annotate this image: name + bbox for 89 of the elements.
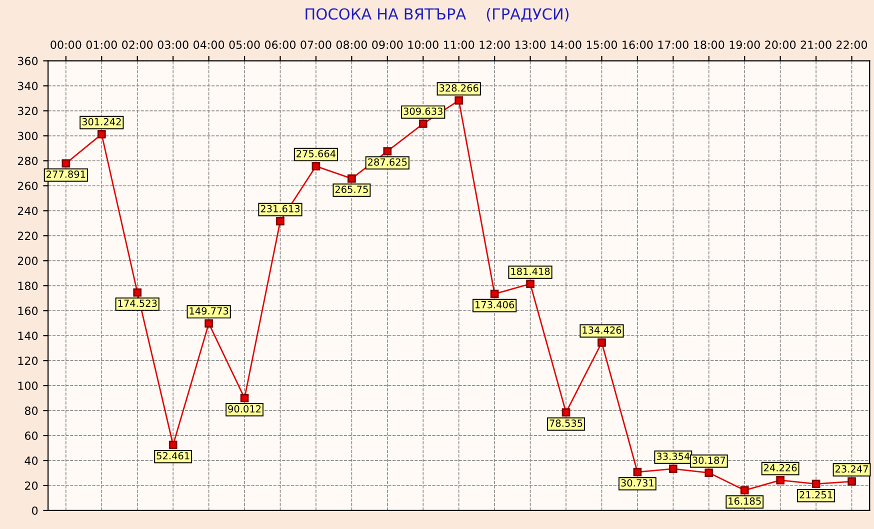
data-label: 33.354 — [656, 452, 690, 460]
point — [240, 394, 249, 402]
y-tick-label: 320 — [18, 106, 38, 116]
point — [526, 280, 534, 288]
y-tick-label: 80 — [24, 406, 38, 415]
x-tick-label: 15:00 — [586, 40, 617, 49]
data-label: 231.613 — [260, 205, 300, 212]
chart-title: ПОСОКА НА ВЯТЪРА (ГРАДУСИ) — [306, 8, 569, 22]
data-label: 301.242 — [82, 118, 121, 126]
point — [704, 468, 714, 477]
x-tick-label: 01:00 — [86, 40, 117, 49]
y-tick-label: 60 — [24, 432, 38, 440]
point — [383, 147, 392, 156]
data-label: 265.75 — [335, 186, 368, 194]
x-tick-label: 03:00 — [158, 40, 188, 49]
point — [669, 464, 678, 473]
x-tick-label: 08:00 — [336, 40, 367, 49]
y-tick-label: 120 — [18, 356, 38, 365]
x-tick-label: 14:00 — [551, 40, 582, 49]
y-tick-label: 340 — [18, 82, 38, 90]
y-tick-label: 140 — [18, 332, 38, 340]
data-label: 287.625 — [368, 158, 407, 166]
data-label: 78.535 — [550, 420, 582, 427]
point — [740, 486, 749, 494]
data-label: 309.633 — [404, 108, 442, 115]
y-tick-label: 20 — [25, 481, 38, 490]
data-label: 277.891 — [46, 170, 86, 178]
point — [633, 468, 642, 476]
x-tick-label: 13:00 — [516, 40, 546, 49]
x-tick-label: 19:00 — [730, 40, 760, 49]
x-tick-label: 17:00 — [658, 40, 688, 49]
data-label: 173.406 — [476, 301, 514, 308]
data-label: 181.418 — [511, 268, 550, 276]
data-label: 30.187 — [692, 456, 726, 464]
y-tick-label: 360 — [18, 56, 38, 66]
point — [562, 408, 570, 417]
x-tick-label: 12:00 — [480, 40, 510, 49]
data-label: 90.012 — [228, 405, 261, 413]
x-tick-label: 20:00 — [765, 40, 796, 49]
point — [348, 174, 356, 183]
point — [276, 217, 284, 226]
point — [776, 476, 784, 484]
data-label: 134.426 — [582, 326, 622, 334]
y-tick-label: 260 — [18, 182, 38, 190]
point — [454, 96, 464, 105]
x-tick-label: 22:00 — [836, 40, 868, 49]
data-label: 174.523 — [118, 300, 157, 307]
y-tick-label: 300 — [18, 132, 38, 140]
x-tick-label: 11:00 — [444, 40, 474, 49]
y-tick-label: 40 — [24, 456, 38, 465]
x-tick-label: 18:00 — [694, 40, 724, 49]
x-tick-label: 02:00 — [122, 40, 153, 49]
data-label: 23.247 — [835, 465, 868, 473]
point — [490, 290, 499, 298]
x-tick-label: 04:00 — [194, 40, 224, 49]
y-tick-label: 200 — [18, 256, 38, 266]
point — [418, 120, 428, 128]
point — [848, 477, 856, 486]
x-tick-label: 21:00 — [800, 40, 832, 49]
data-label: 52.461 — [156, 452, 190, 460]
x-tick-label: 09:00 — [372, 40, 403, 49]
y-tick-label: 0 — [32, 506, 38, 515]
data-label: 24.226 — [764, 464, 797, 472]
point — [97, 130, 106, 138]
point — [598, 338, 606, 347]
data-label: 149.773 — [190, 307, 228, 315]
data-label: 16.185 — [728, 497, 761, 505]
point — [312, 162, 320, 170]
y-tick-label: 180 — [18, 282, 38, 290]
y-tick-label: 240 — [18, 206, 38, 216]
x-tick-label: 06:00 — [264, 40, 296, 49]
x-tick-label: 00:00 — [50, 40, 82, 49]
x-tick-label: 10:00 — [408, 40, 438, 49]
point — [62, 159, 70, 168]
y-tick-label: 100 — [18, 382, 38, 390]
point — [168, 440, 178, 450]
point — [133, 288, 142, 297]
x-tick-label: 05:00 — [229, 40, 260, 49]
data-label: 30.731 — [621, 479, 654, 487]
y-tick-label: 160 — [18, 306, 38, 316]
point — [812, 480, 820, 488]
point — [204, 319, 213, 328]
y-tick-label: 280 — [18, 156, 38, 166]
x-tick-label: 16:00 — [622, 40, 653, 49]
data-label: 328.266 — [439, 84, 478, 92]
data-label: 275.664 — [296, 150, 336, 158]
y-tick-label: 220 — [18, 232, 38, 240]
data-label: 21.251 — [800, 491, 832, 498]
x-tick-label: 07:00 — [300, 40, 332, 49]
